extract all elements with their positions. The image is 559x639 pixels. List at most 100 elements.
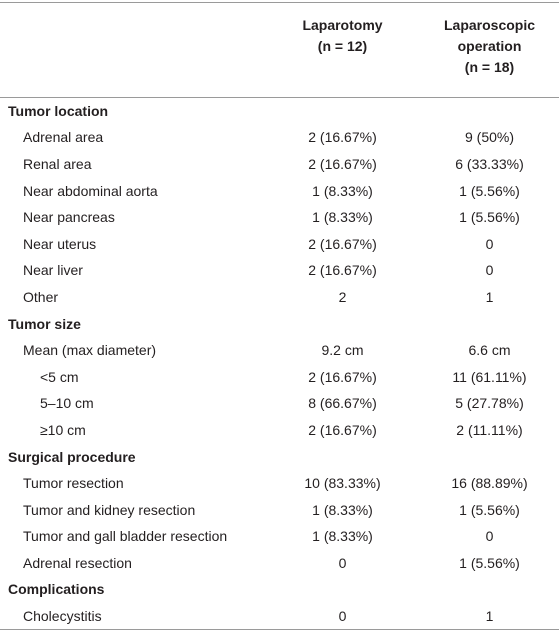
data-row: <5 cm 2 (16.67%) 11 (61.11%) bbox=[0, 363, 559, 390]
row-label-text: Near pancreas bbox=[23, 209, 115, 226]
row-label-text: 5–10 cm bbox=[40, 395, 94, 412]
section-title-text: Tumor size bbox=[8, 315, 81, 332]
row-label: Renal area bbox=[0, 151, 265, 178]
cell: 1 (8.33%) bbox=[265, 523, 420, 550]
cell: 1 (5.56%) bbox=[420, 550, 559, 577]
row-label: Mean (max diameter) bbox=[0, 337, 265, 364]
cell-text: 2 (11.11%) bbox=[456, 421, 523, 438]
cell: 2 (16.67%) bbox=[265, 363, 420, 390]
cell-text: 1 (8.33%) bbox=[312, 501, 373, 518]
cell: 2 (16.67%) bbox=[265, 230, 420, 257]
column-header: Laparoscopic operation (n = 18) bbox=[420, 2, 559, 98]
column-header: Laparotomy (n = 12) bbox=[265, 2, 420, 98]
cell: 11 (61.11%) bbox=[420, 363, 559, 390]
section-title: Tumor size bbox=[0, 310, 559, 337]
cell: 0 bbox=[265, 550, 420, 577]
row-label-text: Adrenal area bbox=[23, 129, 104, 146]
table-header: Laparotomy (n = 12) Laparoscopic operation… bbox=[0, 2, 559, 98]
cell-text: 2 (16.67%) bbox=[308, 155, 377, 172]
column-title-text: Laparoscopic operation bbox=[443, 17, 536, 54]
data-row: Near abdominal aorta 1 (8.33%) 1 (5.56%) bbox=[0, 177, 559, 204]
section-title: Complications bbox=[0, 576, 559, 603]
cell-text: 10 (83.33%) bbox=[304, 475, 381, 492]
cell: 1 (5.56%) bbox=[420, 204, 559, 231]
cell: 1 (5.56%) bbox=[420, 496, 559, 523]
cell-text: 2 (16.67%) bbox=[308, 129, 377, 146]
cell-text: 1 (5.56%) bbox=[459, 182, 520, 199]
cell: 6.6 cm bbox=[420, 337, 559, 364]
row-label: Adrenal resection bbox=[0, 550, 265, 577]
cell-text: 0 bbox=[485, 528, 494, 545]
cell-text: 1 (8.33%) bbox=[312, 182, 373, 199]
cell: 1 bbox=[420, 284, 559, 311]
row-label: 5–10 cm bbox=[0, 390, 265, 417]
cell-text: 1 (8.33%) bbox=[312, 209, 373, 226]
row-label: Tumor resection bbox=[0, 470, 265, 497]
data-row: 5–10 cm 8 (66.67%) 5 (27.78%) bbox=[0, 390, 559, 417]
cell-text: 1 (5.56%) bbox=[459, 501, 520, 518]
cell-text: 1 bbox=[485, 288, 494, 305]
cell-text: 0 bbox=[338, 607, 347, 624]
cell: 6 (33.33%) bbox=[420, 151, 559, 178]
cell: 8 (66.67%) bbox=[265, 390, 420, 417]
column-title: Laparotomy bbox=[265, 15, 420, 36]
data-row: Adrenal resection 0 1 (5.56%) bbox=[0, 550, 559, 577]
column-n: (n = 18) bbox=[420, 57, 559, 78]
cell: 2 (16.67%) bbox=[265, 151, 420, 178]
cell-text: 9 (50%) bbox=[464, 129, 515, 146]
row-label: Near abdominal aorta bbox=[0, 177, 265, 204]
cell: 2 bbox=[265, 284, 420, 311]
cell: 16 (88.89%) bbox=[420, 470, 559, 497]
header-blank bbox=[0, 2, 265, 98]
cell-text: 1 (5.56%) bbox=[459, 554, 520, 571]
cell-text: 1 (5.56%) bbox=[459, 209, 520, 226]
data-row: Adrenal area 2 (16.67%) 9 (50%) bbox=[0, 124, 559, 151]
cell-text: 5 (27.78%) bbox=[455, 395, 524, 412]
row-label-text: Tumor resection bbox=[23, 475, 124, 492]
data-row: Tumor and gall bladder resection 1 (8.33%… bbox=[0, 523, 559, 550]
row-label: Tumor and kidney resection bbox=[0, 496, 265, 523]
cell-text: 0 bbox=[338, 554, 347, 571]
column-title-text: Laparotomy bbox=[302, 17, 383, 33]
section-row: Surgical procedure bbox=[0, 443, 559, 470]
cell: 1 (5.56%) bbox=[420, 177, 559, 204]
cell: 0 bbox=[420, 230, 559, 257]
row-label-text: Mean (max diameter) bbox=[23, 342, 157, 359]
data-row: Other 2 1 bbox=[0, 284, 559, 311]
cell: 9 (50%) bbox=[420, 124, 559, 151]
row-label: Near pancreas bbox=[0, 204, 265, 231]
row-label: Tumor and gall bladder resection bbox=[0, 523, 265, 550]
column-title: Laparoscopic operation bbox=[420, 15, 559, 57]
row-label: Cholecystitis bbox=[0, 602, 265, 630]
row-label: Near liver bbox=[0, 257, 265, 284]
cell: 0 bbox=[420, 523, 559, 550]
column-n: (n = 12) bbox=[265, 36, 420, 57]
cell: 10 (83.33%) bbox=[265, 470, 420, 497]
row-label: Other bbox=[0, 284, 265, 311]
cell: 2 (16.67%) bbox=[265, 124, 420, 151]
section-title-text: Tumor location bbox=[8, 103, 109, 120]
section-title: Surgical procedure bbox=[0, 443, 559, 470]
row-label: ≥10 cm bbox=[0, 417, 265, 444]
cell-text: 2 bbox=[338, 288, 347, 305]
cell: 5 (27.78%) bbox=[420, 390, 559, 417]
data-row: Near liver 2 (16.67%) 0 bbox=[0, 257, 559, 284]
table-body: Tumor location Adrenal area 2 (16.67%) 9 (5… bbox=[0, 98, 559, 630]
cell-text: 0 bbox=[485, 262, 494, 279]
cell-text: 11 (61.11%) bbox=[452, 368, 527, 385]
row-label-text: Adrenal resection bbox=[23, 554, 132, 571]
row-label-text: Tumor and gall bladder resection bbox=[23, 528, 228, 545]
section-title-text: Complications bbox=[8, 581, 105, 598]
cell: 2 (11.11%) bbox=[420, 417, 559, 444]
data-row: Near uterus 2 (16.67%) 0 bbox=[0, 230, 559, 257]
data-row: Renal area 2 (16.67%) 6 (33.33%) bbox=[0, 151, 559, 178]
cell: 1 bbox=[420, 602, 559, 630]
row-label-text: Other bbox=[23, 288, 59, 305]
cell-text: 1 (8.33%) bbox=[312, 528, 373, 545]
cell-text: 16 (88.89%) bbox=[451, 475, 528, 492]
cell: 2 (16.67%) bbox=[265, 257, 420, 284]
row-label-text: <5 cm bbox=[40, 368, 79, 385]
column-n-text: (n = 12) bbox=[317, 38, 368, 54]
section-row: Tumor size bbox=[0, 310, 559, 337]
